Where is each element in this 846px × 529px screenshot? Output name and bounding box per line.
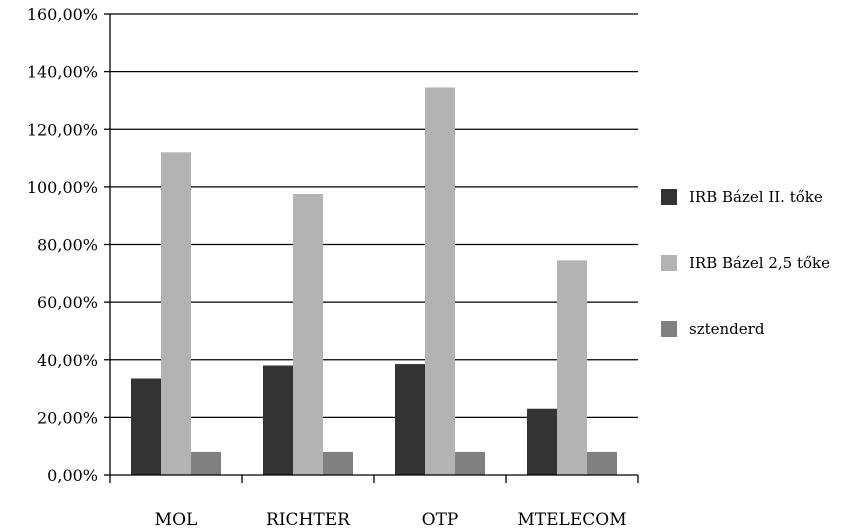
y-tick-label: 160,00% [27,5,98,24]
bar-mol-series-2 [161,152,191,476]
y-tick-label: 0,00% [47,466,98,485]
legend-label: IRB Bázel II. tőke [689,188,823,206]
y-tick-label: 60,00% [37,293,98,312]
y-tick-label: 100,00% [27,178,98,197]
axes [104,13,639,483]
bar-mtelecom-series-3 [587,451,617,475]
y-tick-label: 80,00% [37,236,98,255]
labels: 0,00% 20,00% 40,00% 60,00% 80,00% 100,00% 120,… [27,5,627,529]
bar-mtelecom-series-2 [557,260,587,475]
y-tick-label: 140,00% [27,63,98,82]
legend-swatch [661,189,677,205]
bar-otp-series-2 [425,87,455,476]
bar-mol-series-3 [191,451,221,475]
bar-mol-series-1 [131,378,161,475]
legend-swatch [661,321,677,337]
bar-otp-series-3 [455,451,485,475]
bar-mtelecom-series-1 [527,408,557,475]
y-tick-label: 120,00% [27,120,98,139]
bar-richter-series-2 [293,194,323,475]
x-category-label: MTELECOM [517,510,626,529]
x-category-label: RICHTER [266,510,351,529]
legend-label: IRB Bázel 2,5 tőke [689,254,830,272]
y-tick-label: 20,00% [37,408,98,427]
y-tick-label: 40,00% [37,351,98,370]
bar-otp-series-1 [395,364,425,475]
x-category-label: OTP [422,510,459,529]
x-category-label: MOL [155,510,198,529]
bars [131,87,617,476]
legend-label: sztenderd [689,320,765,338]
legend: IRB Bázel II. tőke IRB Bázel 2,5 tőke szte… [661,188,830,338]
legend-swatch [661,255,677,271]
gridlines [110,13,638,419]
bar-richter-series-1 [263,365,293,475]
bar-richter-series-3 [323,451,353,475]
